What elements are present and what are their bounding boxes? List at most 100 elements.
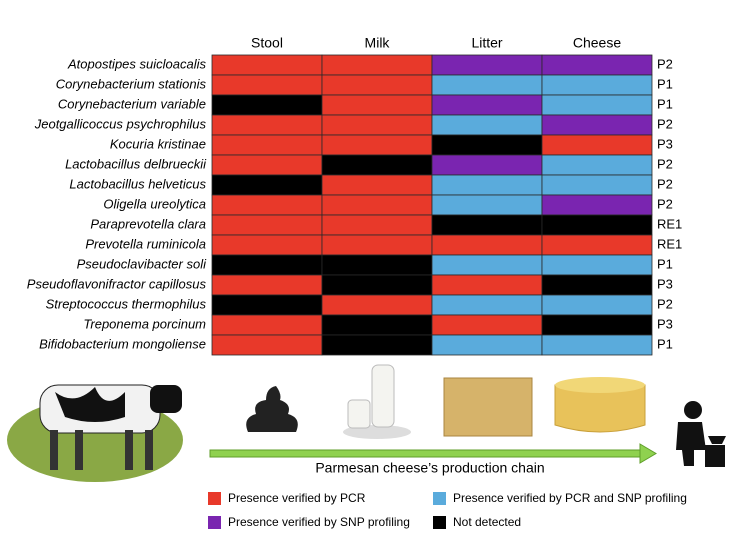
arrow-head — [639, 443, 657, 464]
group-label: P1 — [657, 76, 673, 91]
species-label: Treponema porcinum — [83, 316, 206, 331]
bowl — [708, 436, 726, 444]
species-label: Lactobacillus helveticus — [69, 176, 206, 191]
species-label: Streptococcus thermophilus — [46, 296, 207, 311]
cell — [431, 274, 543, 296]
legend-label: Not detected — [453, 515, 521, 529]
legend-swatch — [208, 516, 221, 529]
group-label: P3 — [657, 316, 673, 331]
species-label: Jeotgallicoccus psychrophilus — [34, 116, 207, 131]
cell — [431, 334, 543, 356]
cell — [541, 254, 653, 276]
column-header: Litter — [471, 35, 502, 51]
species-label: Atopostipes suicloacalis — [67, 56, 207, 71]
cell — [541, 94, 653, 116]
cell — [321, 234, 433, 256]
species-label: Pseudoflavonifractor capillosus — [27, 276, 207, 291]
group-label: P1 — [657, 256, 673, 271]
cell — [431, 214, 543, 236]
cell — [541, 274, 653, 296]
cow-leg — [50, 430, 58, 470]
cell — [211, 174, 323, 196]
cow-leg — [75, 430, 83, 470]
cell — [541, 234, 653, 256]
species-label: Pseudoclavibacter soli — [77, 256, 207, 271]
cell — [321, 334, 433, 356]
cell — [211, 54, 323, 76]
hay-bale — [443, 377, 533, 437]
cell — [321, 294, 433, 316]
species-label: Bifidobacterium mongoliense — [39, 336, 206, 351]
cell — [431, 294, 543, 316]
cell — [431, 94, 543, 116]
table — [705, 445, 725, 467]
column-header: Stool — [251, 35, 283, 51]
cell — [321, 274, 433, 296]
species-label: Corynebacterium stationis — [56, 76, 207, 91]
cell — [321, 154, 433, 176]
cell — [541, 174, 653, 196]
cheese-wheel — [554, 384, 646, 433]
cell — [211, 274, 323, 296]
group-label: RE1 — [657, 216, 682, 231]
cell — [321, 54, 433, 76]
cell — [541, 134, 653, 156]
cell — [211, 234, 323, 256]
cow-leg — [145, 430, 153, 470]
group-label: RE1 — [657, 236, 682, 251]
species-label: Prevotella ruminicola — [85, 236, 206, 251]
cell — [321, 174, 433, 196]
cell — [211, 314, 323, 336]
cell — [321, 214, 433, 236]
cell — [211, 254, 323, 276]
cow-leg — [125, 430, 133, 470]
cell — [541, 54, 653, 76]
cell — [211, 194, 323, 216]
legend-label: Presence verified by PCR and SNP profili… — [453, 491, 687, 505]
cell — [211, 74, 323, 96]
cell — [431, 254, 543, 276]
cell — [541, 74, 653, 96]
cell — [211, 334, 323, 356]
cell — [541, 334, 653, 356]
milk-glass — [347, 399, 371, 429]
cell — [431, 154, 543, 176]
cell — [211, 214, 323, 236]
cell — [321, 314, 433, 336]
cell — [321, 254, 433, 276]
chain-label: Parmesan cheese’s production chain — [315, 460, 544, 476]
cell — [431, 234, 543, 256]
cell — [211, 134, 323, 156]
cell — [211, 294, 323, 316]
stool-icon — [246, 386, 298, 432]
group-label: P2 — [657, 176, 673, 191]
legend-label: Presence verified by PCR — [228, 491, 366, 505]
group-label: P2 — [657, 56, 673, 71]
cell — [431, 314, 543, 336]
species-label: Kocuria kristinae — [110, 136, 206, 151]
cell — [321, 134, 433, 156]
group-label: P2 — [657, 296, 673, 311]
person-body — [676, 422, 706, 466]
legend-swatch — [208, 492, 221, 505]
cell — [431, 114, 543, 136]
species-label: Oligella ureolytica — [103, 196, 206, 211]
cell — [431, 134, 543, 156]
cell — [321, 94, 433, 116]
group-label: P1 — [657, 96, 673, 111]
milk-bottle — [371, 364, 395, 428]
cell — [541, 294, 653, 316]
species-label: Paraprevotella clara — [90, 216, 206, 231]
species-label: Lactobacillus delbrueckii — [65, 156, 207, 171]
cheese-top — [555, 377, 645, 393]
column-header: Milk — [365, 35, 391, 51]
legend-label: Presence verified by SNP profiling — [228, 515, 410, 529]
cell — [211, 154, 323, 176]
group-label: P2 — [657, 116, 673, 131]
group-label: P3 — [657, 276, 673, 291]
group-label: P3 — [657, 136, 673, 151]
species-label: Corynebacterium variable — [58, 96, 206, 111]
cell — [321, 114, 433, 136]
cell — [431, 54, 543, 76]
